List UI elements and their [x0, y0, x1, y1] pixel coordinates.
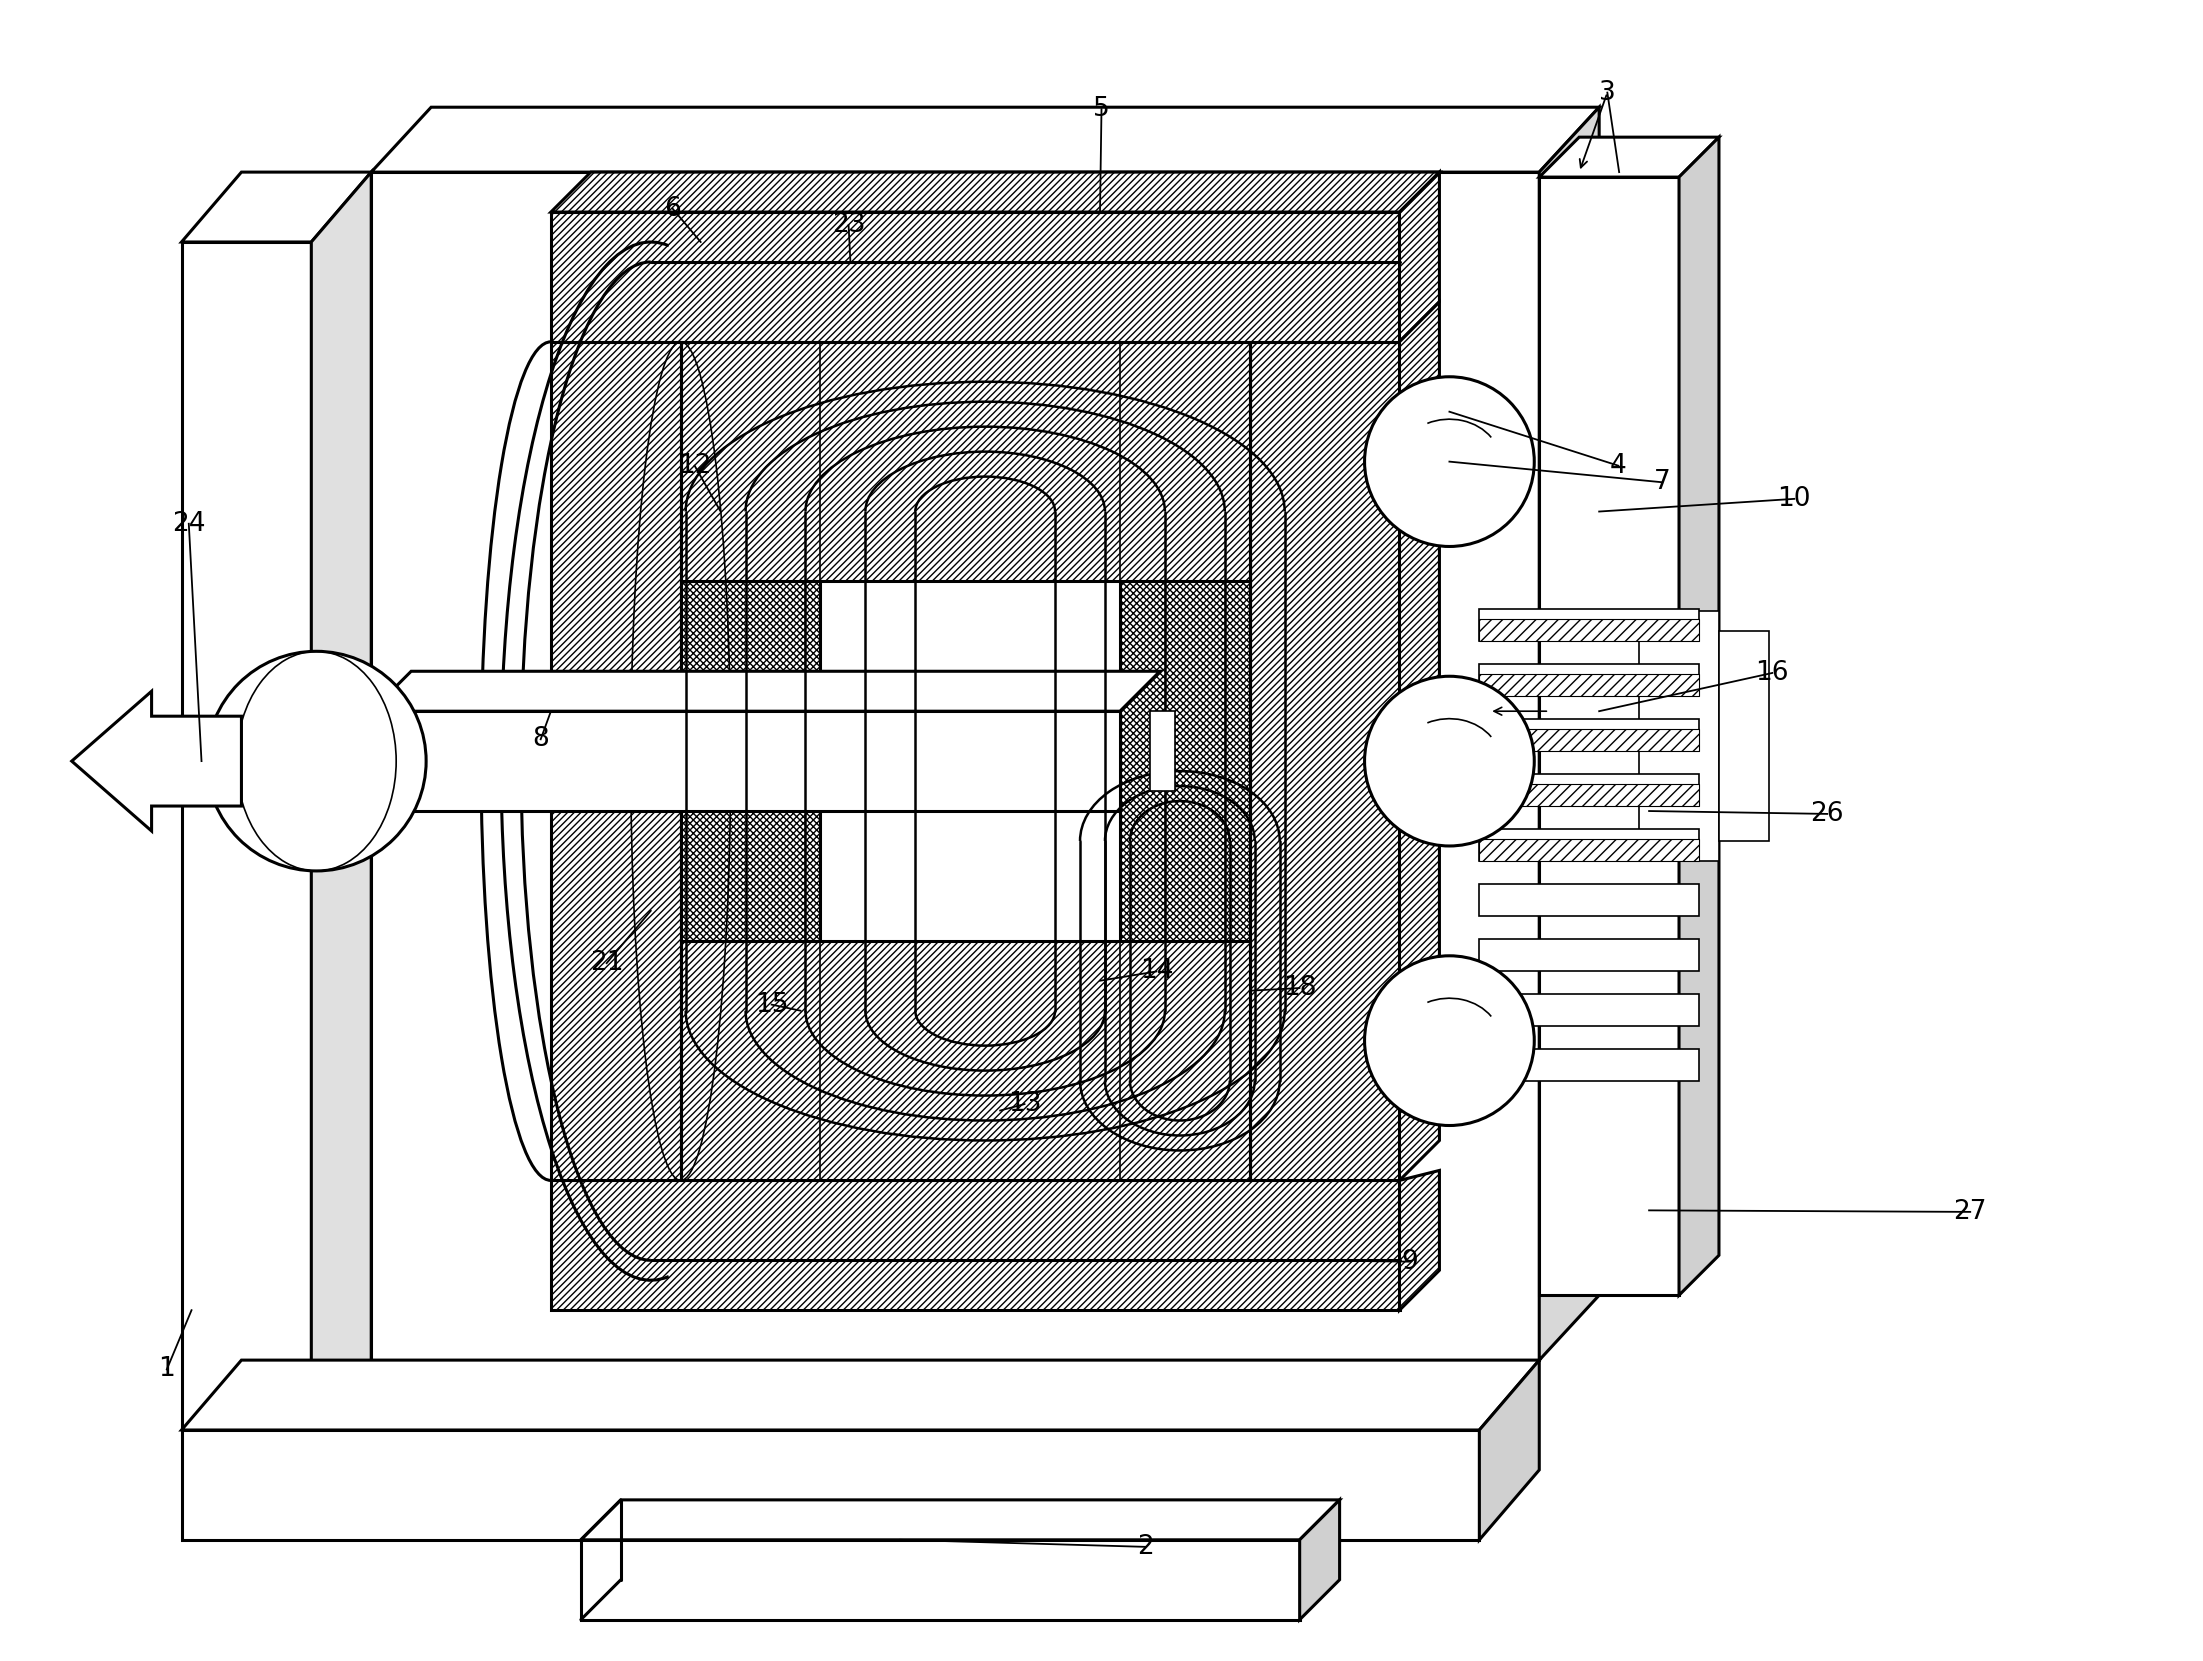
Polygon shape	[1540, 108, 1599, 1360]
Polygon shape	[1399, 302, 1439, 1181]
Text: 27: 27	[1954, 1199, 1987, 1224]
Bar	[1480, 774, 1699, 806]
Circle shape	[1364, 377, 1533, 546]
Polygon shape	[1480, 674, 1699, 696]
Polygon shape	[1300, 1500, 1339, 1619]
Polygon shape	[181, 243, 311, 1430]
Bar	[1639, 611, 1718, 860]
Polygon shape	[1679, 138, 1718, 1296]
Text: 4: 4	[1610, 453, 1626, 478]
Text: 8: 8	[533, 726, 549, 752]
Polygon shape	[1119, 561, 1249, 960]
Polygon shape	[551, 1181, 1399, 1311]
Circle shape	[1364, 955, 1533, 1126]
Polygon shape	[1540, 138, 1718, 178]
Text: 12: 12	[679, 453, 712, 478]
Bar	[1718, 631, 1769, 840]
Bar	[1480, 719, 1699, 751]
Text: 14: 14	[1139, 958, 1174, 985]
Text: 10: 10	[1778, 487, 1811, 512]
Polygon shape	[73, 691, 242, 830]
Polygon shape	[1480, 620, 1699, 641]
Bar	[1480, 610, 1699, 641]
Polygon shape	[681, 940, 1249, 1181]
Polygon shape	[681, 342, 1249, 581]
Text: 18: 18	[1282, 975, 1315, 1002]
Text: 1: 1	[159, 1357, 176, 1382]
Text: 7: 7	[1654, 470, 1670, 495]
Polygon shape	[1480, 729, 1699, 751]
Polygon shape	[1480, 1360, 1540, 1540]
Polygon shape	[311, 173, 372, 1430]
Polygon shape	[582, 1540, 1300, 1619]
Text: 13: 13	[1007, 1091, 1042, 1118]
Text: 16: 16	[1756, 659, 1789, 686]
Polygon shape	[1399, 173, 1439, 342]
Text: 26: 26	[1811, 801, 1844, 827]
Bar	[1150, 711, 1174, 791]
Polygon shape	[372, 173, 1540, 1360]
Text: 5: 5	[1093, 96, 1110, 123]
Circle shape	[1364, 676, 1533, 845]
Polygon shape	[181, 1430, 1480, 1540]
Polygon shape	[372, 671, 1161, 711]
Text: 15: 15	[756, 992, 789, 1018]
Text: 23: 23	[833, 213, 866, 238]
Text: 21: 21	[590, 950, 623, 977]
Polygon shape	[551, 213, 1399, 342]
Polygon shape	[181, 1360, 1540, 1430]
Polygon shape	[551, 173, 1439, 213]
Polygon shape	[372, 711, 1119, 811]
Text: 3: 3	[1599, 80, 1615, 106]
Polygon shape	[1399, 1171, 1439, 1311]
Text: 2: 2	[1137, 1533, 1154, 1560]
Bar	[1480, 993, 1699, 1026]
Polygon shape	[1249, 342, 1399, 1181]
Polygon shape	[1540, 178, 1679, 1296]
Polygon shape	[1480, 839, 1699, 860]
Bar	[1480, 664, 1699, 696]
Bar	[1480, 829, 1699, 860]
Bar	[1480, 1048, 1699, 1081]
Bar	[1480, 884, 1699, 915]
Text: 24: 24	[172, 510, 205, 537]
Polygon shape	[582, 1500, 1339, 1540]
Polygon shape	[681, 581, 820, 940]
Ellipse shape	[267, 651, 366, 870]
Polygon shape	[1480, 784, 1699, 806]
Polygon shape	[372, 108, 1599, 173]
Polygon shape	[181, 173, 372, 243]
Bar	[1480, 938, 1699, 970]
Text: 9: 9	[1401, 1249, 1419, 1274]
Text: 6: 6	[665, 196, 681, 221]
Circle shape	[207, 651, 425, 870]
Polygon shape	[551, 342, 681, 1181]
